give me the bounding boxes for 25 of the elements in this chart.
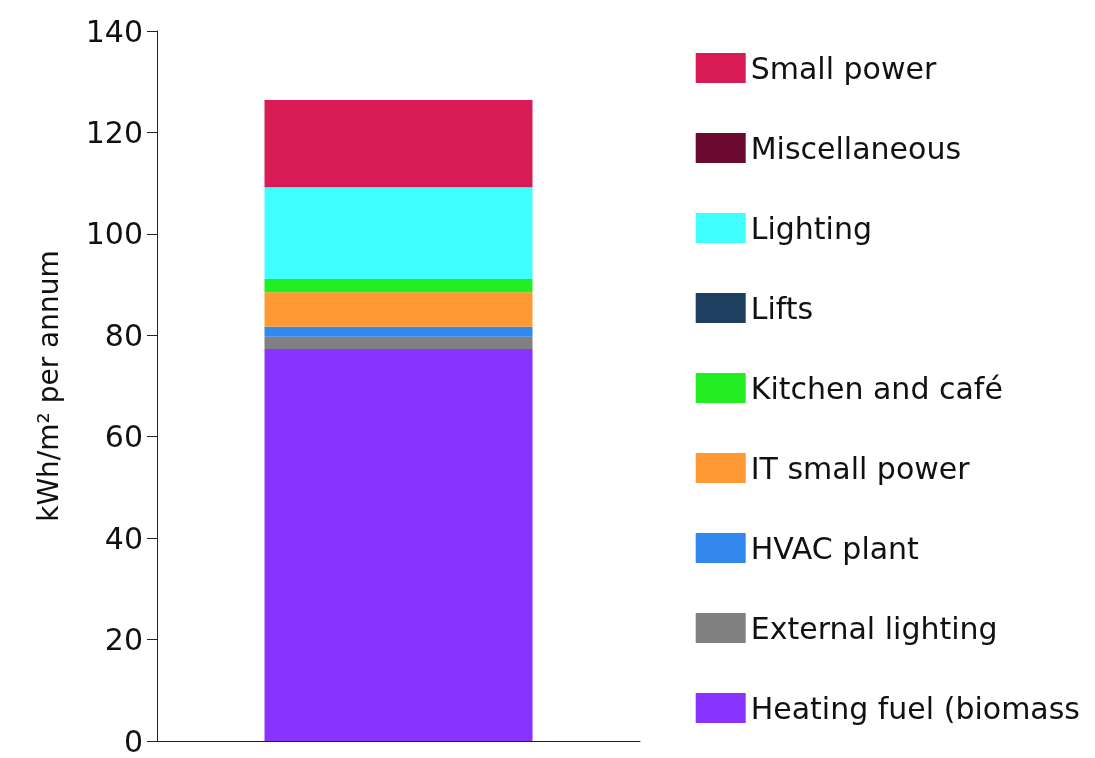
y-tick-label: 120 bbox=[85, 114, 143, 150]
y-tick-label: 0 bbox=[123, 723, 143, 758]
legend-label: Heating fuel (biomass bbox=[750, 690, 1080, 726]
legend-label: Miscellaneous bbox=[750, 130, 962, 166]
y-tick-label: 140 bbox=[85, 13, 143, 49]
legend-label: Small power bbox=[750, 50, 937, 86]
y-axis-title: kWh/m² per annum bbox=[31, 250, 65, 522]
legend-label: External lighting bbox=[750, 610, 998, 646]
bar bbox=[264, 336, 533, 349]
bar bbox=[264, 278, 533, 293]
legend-label: IT small power bbox=[750, 450, 971, 486]
legend-label: Lighting bbox=[750, 210, 872, 246]
bar bbox=[264, 292, 533, 327]
bar bbox=[264, 99, 533, 188]
bar bbox=[264, 348, 533, 741]
y-tick-label: 60 bbox=[104, 419, 143, 455]
y-tick-label: 100 bbox=[85, 216, 143, 252]
y-tick-label: 40 bbox=[104, 520, 143, 556]
legend-label: HVAC plant bbox=[750, 530, 920, 566]
legend-label: Kitchen and café bbox=[750, 370, 1003, 406]
legend-label: Lifts bbox=[750, 290, 814, 326]
bar bbox=[264, 187, 533, 279]
y-tick-label: 20 bbox=[104, 622, 143, 658]
y-tick-label: 80 bbox=[104, 317, 143, 353]
bar bbox=[264, 326, 533, 337]
